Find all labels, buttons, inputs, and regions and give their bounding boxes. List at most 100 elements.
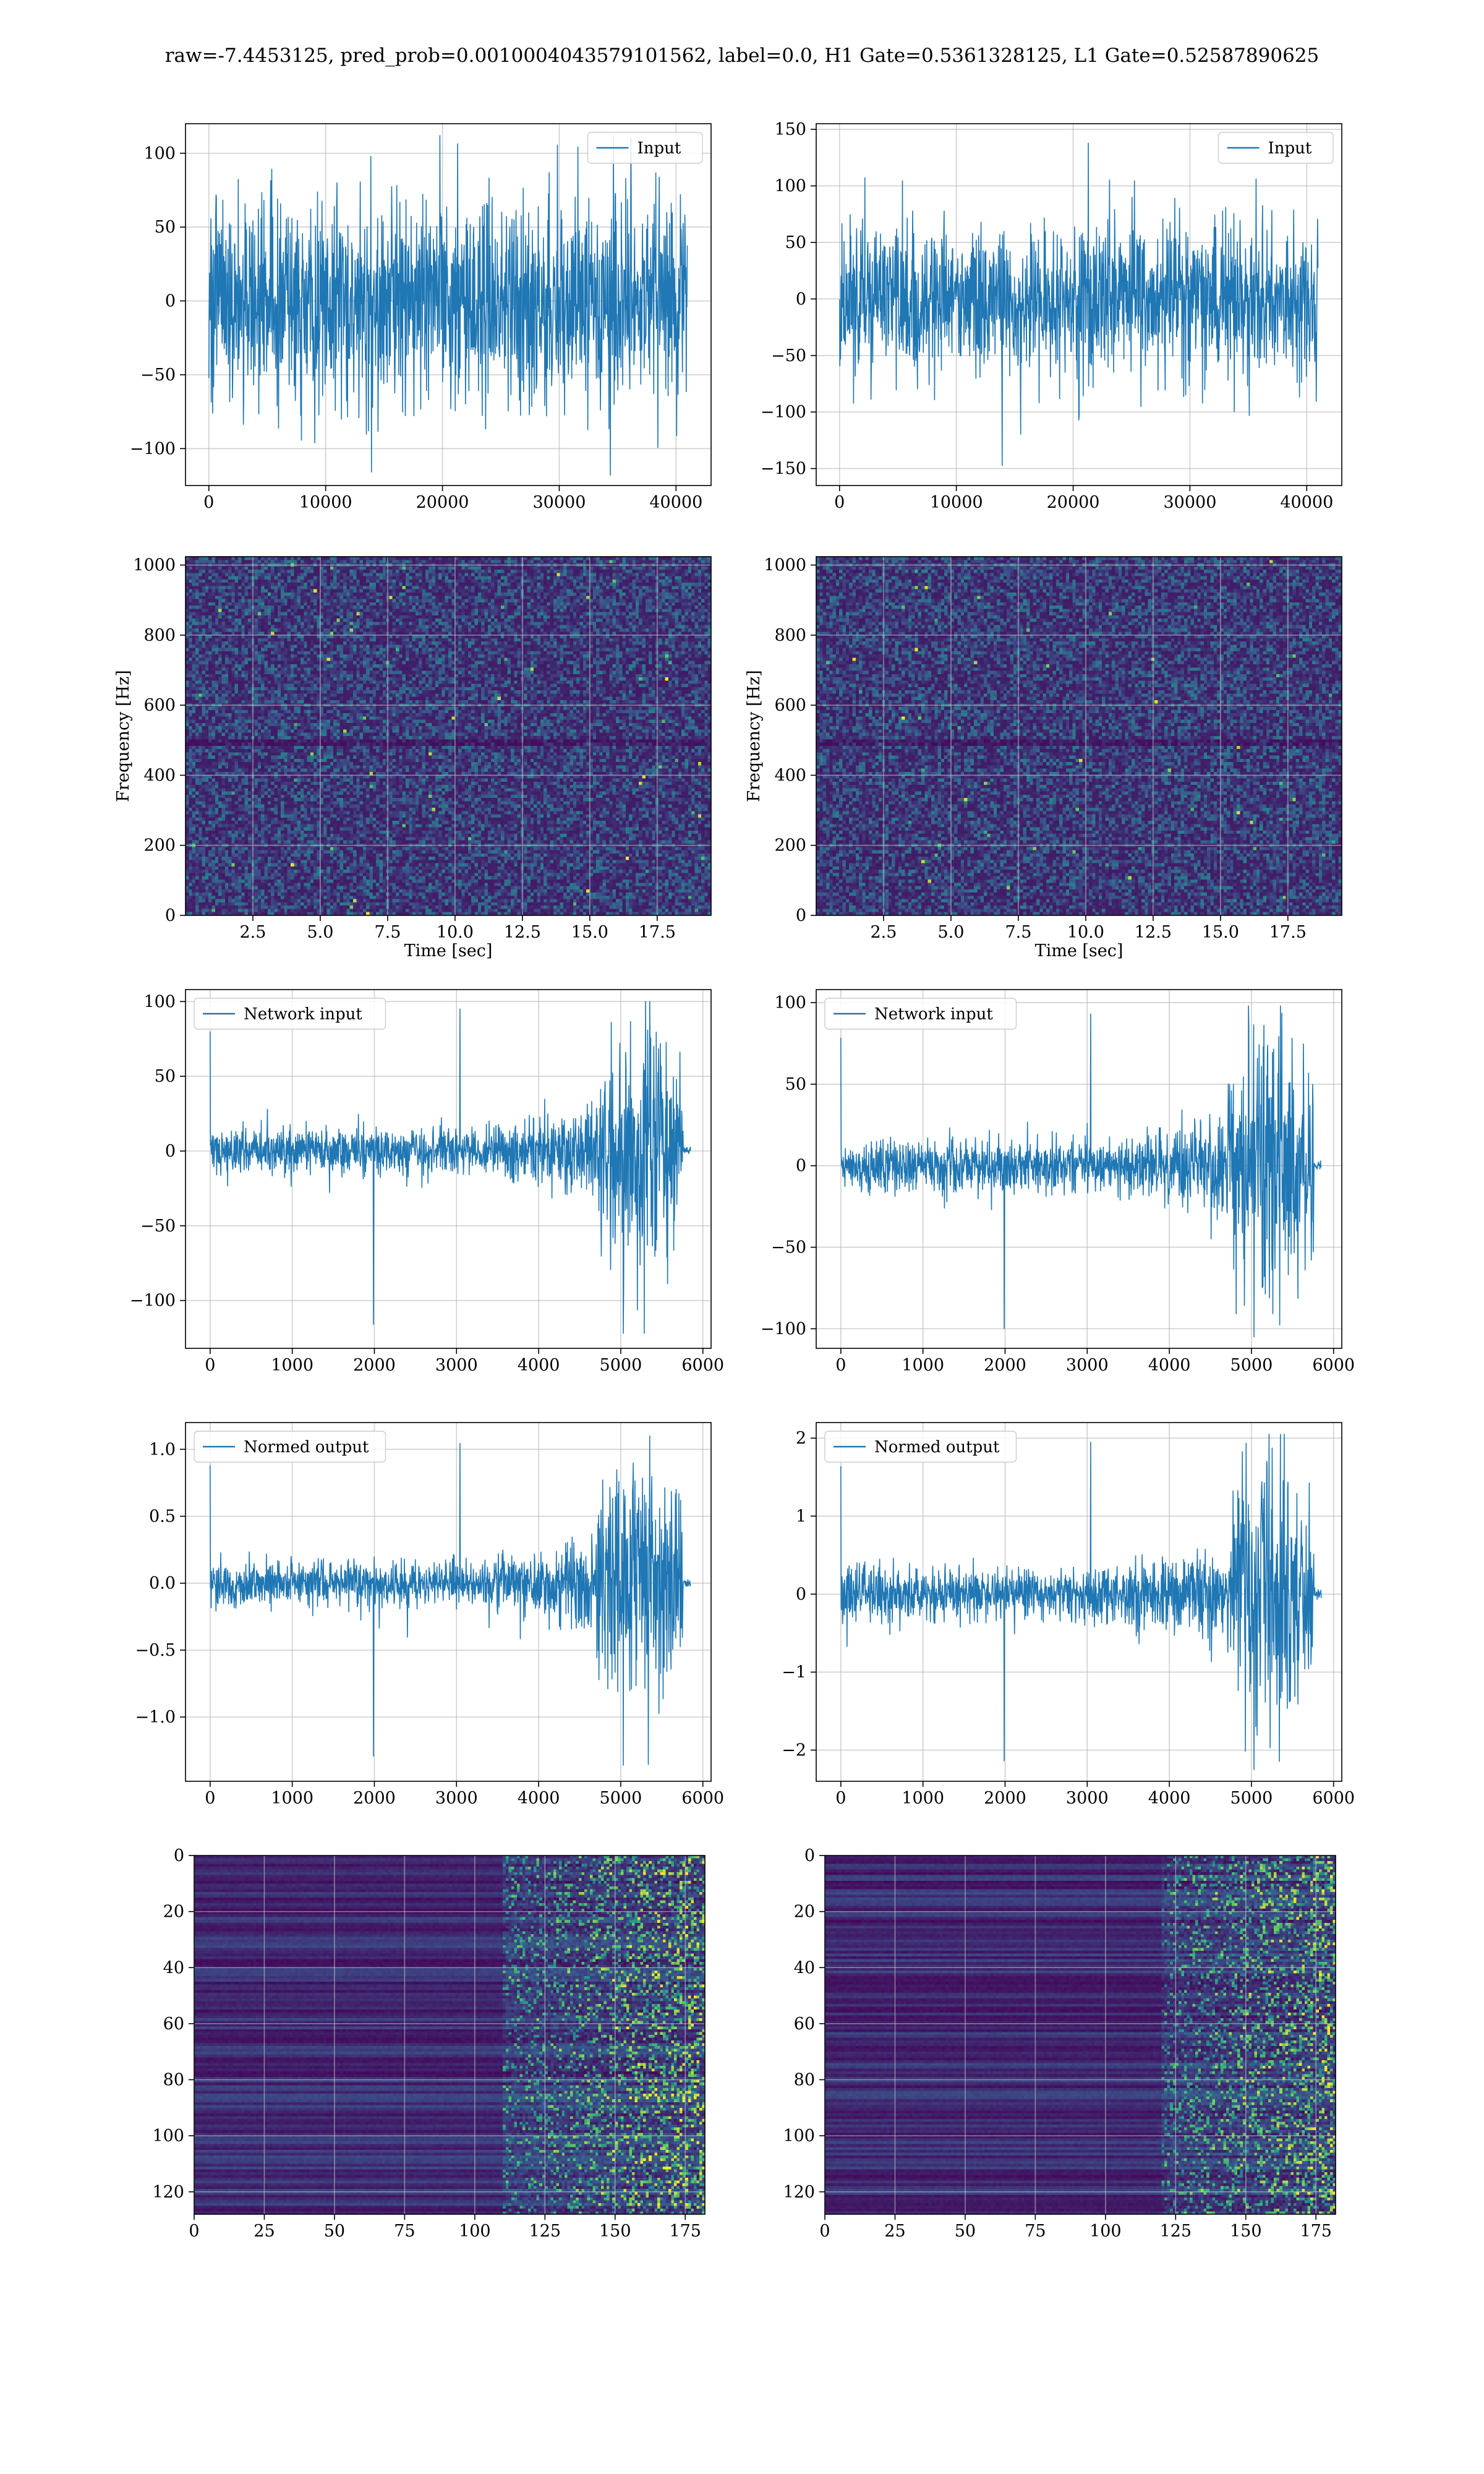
l1-feature-map-ytick-label: 20 (794, 1903, 815, 1922)
h1-network-input-legend: Network input (194, 998, 386, 1030)
l1-network-input-ytick-label: −50 (771, 1238, 806, 1257)
l1-feature-map-xtick-label: 100 (1090, 2222, 1122, 2241)
l1-normed-output-xtick-label: 2000 (984, 1789, 1026, 1808)
l1-normed-output-ytick-label: 0 (796, 1585, 806, 1604)
l1-spectrogram-xtick-label: 7.5 (1005, 923, 1031, 942)
h1-feature-map-xtick-label: 150 (599, 2222, 631, 2241)
h1-feature-map-subplot: 0 25 50 75 100 125 150 175 0 20 40 60 80 100 120 (152, 1846, 706, 2241)
h1-feature-map-xtick-label: 100 (459, 2222, 491, 2241)
l1-spectrogram-plot-area (816, 557, 1342, 915)
h1-network-input-xtick-label: 0 (205, 1356, 215, 1375)
h1-normed-output-ytick-label: −0.5 (135, 1641, 176, 1660)
l1-input-axes-frame (816, 123, 1342, 486)
h1-normed-output-xtick-label: 6000 (681, 1789, 724, 1808)
h1-spectrogram-ylabel: Frequency [Hz] (114, 670, 133, 802)
l1-network-input-xtick-label: 5000 (1230, 1356, 1273, 1375)
l1-spectrogram-grid (816, 557, 1342, 915)
h1-input-ytick-label: 50 (155, 218, 176, 237)
h1-spectrogram-image (186, 557, 711, 915)
h1-network-input-ytick-label: −100 (130, 1291, 176, 1311)
l1-feature-map-axes-frame (824, 1855, 1336, 2215)
l1-spectrogram-ytick-label: 600 (774, 696, 806, 715)
h1-normed-output-xtick-label: 0 (205, 1789, 215, 1808)
h1-spectrogram-xtick-label: 17.5 (639, 923, 676, 942)
h1-feature-map-xtick-label: 50 (324, 2222, 345, 2241)
l1-input-xtick-label: 30000 (1163, 493, 1216, 512)
h1-spectrogram-ytick-label: 1000 (133, 556, 176, 575)
l1-input-ytick-label: 100 (774, 177, 806, 196)
h1-input-ytick-label: 100 (143, 144, 176, 163)
h1-normed-output-legend-label: Normed output (244, 1438, 369, 1457)
h1-network-input-legend-label: Network input (244, 1005, 362, 1024)
h1-feature-map-plot-area (194, 1856, 705, 2214)
h1-normed-output-ytick-label: 0.0 (149, 1574, 176, 1593)
h1-input-xtick-label: 40000 (649, 493, 702, 512)
h1-input-legend-box (587, 132, 703, 164)
h1-normed-output-series-line (210, 1435, 691, 1766)
h1-feature-map-ytick-label: 40 (163, 1958, 184, 1977)
l1-normed-output-xtick-label: 6000 (1312, 1789, 1355, 1808)
l1-spectrogram-xtick-label: 12.5 (1135, 923, 1172, 942)
h1-network-input-xtick-label: 3000 (435, 1356, 478, 1375)
h1-normed-output-xtick-label: 3000 (435, 1789, 478, 1808)
h1-spectrogram-ytick-label: 800 (143, 626, 176, 645)
l1-feature-map-xtick-label: 75 (1025, 2222, 1046, 2241)
l1-network-input-xtick-label: 0 (835, 1356, 846, 1375)
h1-network-input-xtick-label: 1000 (271, 1356, 313, 1375)
h1-normed-output-axes-frame (185, 1422, 712, 1782)
l1-normed-output-legend-box (824, 1431, 1017, 1463)
h1-input-series-line (208, 135, 688, 476)
l1-network-input-xtick-label: 3000 (1066, 1356, 1109, 1375)
l1-input-xtick-label: 40000 (1280, 493, 1333, 512)
h1-feature-map-xtick-label: 125 (529, 2222, 561, 2241)
l1-network-input-axes-frame (816, 989, 1342, 1349)
l1-normed-output-xtick-label: 4000 (1148, 1789, 1191, 1808)
l1-normed-output-ytick-label: −1 (782, 1663, 806, 1682)
l1-normed-output-ytick-label: −2 (782, 1741, 806, 1760)
l1-feature-map-ytick-label: 0 (804, 1846, 815, 1865)
h1-network-input-legend-box (194, 998, 386, 1030)
h1-network-input-xtick-label: 4000 (518, 1356, 560, 1375)
l1-network-input-ytick-label: 100 (774, 993, 806, 1012)
h1-normed-output-ytick-label: 1.0 (149, 1440, 176, 1459)
figure-suptitle: raw=-7.4453125, pred_prob=0.001000404357… (165, 45, 1320, 67)
l1-input-legend-box (1217, 132, 1334, 164)
l1-feature-map-subplot: 0 25 50 75 100 125 150 175 0 20 40 60 80 100 120 (783, 1846, 1336, 2241)
h1-network-input-ytick-label: 50 (155, 1067, 176, 1086)
h1-network-input-axes-frame (185, 989, 712, 1349)
h1-feature-map-ytick-label: 20 (163, 1903, 184, 1922)
h1-input-xtick-label: 10000 (299, 493, 352, 512)
l1-input-ytick-label: −100 (761, 403, 806, 422)
l1-input-ytick-label: −50 (771, 346, 806, 366)
h1-feature-map-grid (194, 1856, 705, 2214)
l1-network-input-plot-area (816, 990, 1342, 1348)
h1-input-ytick-label: −50 (140, 366, 176, 385)
l1-feature-map-xtick-label: 0 (819, 2222, 830, 2241)
l1-feature-map-xtick-label: 25 (884, 2222, 905, 2241)
l1-feature-map-ytick-label: 40 (794, 1958, 815, 1977)
l1-spectrogram-xtick-label: 2.5 (870, 923, 897, 942)
l1-normed-output-legend: Normed output (824, 1431, 1017, 1463)
l1-input-ytick-label: 150 (774, 120, 806, 139)
h1-network-input-subplot: 0 1000 2000 3000 4000 5000 6000 −100 −50 0 50 100 Ne… (130, 989, 724, 1375)
h1-spectrogram-ytick-label: 400 (143, 766, 176, 785)
l1-spectrogram-ytick-label: 400 (774, 766, 806, 785)
h1-spectrogram-plot-area (186, 557, 711, 915)
l1-network-input-ytick-label: −100 (761, 1319, 806, 1338)
l1-feature-map-grid (825, 1856, 1336, 2214)
l1-feature-map-ytick-label: 80 (794, 2071, 815, 2090)
h1-feature-map-ytick-label: 60 (163, 2014, 184, 2034)
h1-normed-output-ytick-label: −1.0 (135, 1708, 176, 1727)
h1-feature-map-xtick-label: 25 (254, 2222, 275, 2241)
l1-network-input-legend: Network input (824, 998, 1017, 1030)
l1-normed-output-xtick-label: 5000 (1230, 1789, 1273, 1808)
h1-feature-map-axes-frame (194, 1855, 706, 2215)
l1-network-input-xtick-label: 1000 (902, 1356, 944, 1375)
l1-spectrogram-ytick-label: 800 (774, 626, 806, 645)
l1-feature-map-xtick-label: 125 (1160, 2222, 1192, 2241)
l1-feature-map-image (825, 1856, 1336, 2214)
l1-normed-output-xtick-label: 0 (835, 1789, 846, 1808)
l1-spectrogram-ytick-label: 200 (774, 836, 806, 855)
l1-spectrogram-ytick-label: 0 (796, 906, 806, 925)
